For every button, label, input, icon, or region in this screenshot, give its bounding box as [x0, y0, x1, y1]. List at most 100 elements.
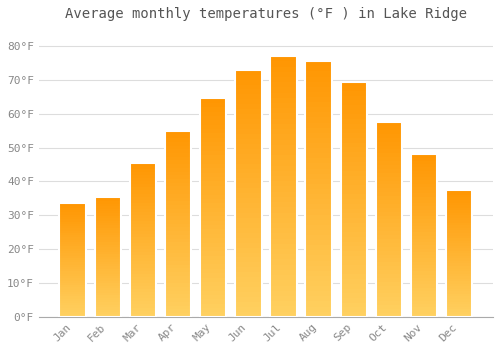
Bar — [411, 158, 438, 161]
Bar — [340, 157, 367, 161]
Bar — [165, 201, 191, 205]
Bar — [376, 122, 402, 317]
Bar — [130, 252, 156, 255]
Bar — [165, 272, 191, 276]
Bar — [200, 190, 226, 195]
Bar — [446, 223, 472, 225]
Bar — [200, 216, 226, 221]
Bar — [411, 245, 438, 248]
Bar — [446, 271, 472, 274]
Bar — [94, 197, 121, 199]
Bar — [376, 289, 402, 293]
Bar — [270, 280, 296, 286]
Bar — [376, 313, 402, 317]
Bar — [130, 163, 156, 317]
Bar — [165, 250, 191, 253]
Bar — [411, 174, 438, 177]
Bar — [270, 212, 296, 218]
Bar — [60, 310, 86, 312]
Bar — [376, 126, 402, 130]
Bar — [200, 225, 226, 230]
Bar — [60, 251, 86, 253]
Bar — [340, 293, 367, 298]
Bar — [60, 226, 86, 228]
Bar — [94, 252, 121, 254]
Bar — [411, 164, 438, 167]
Bar — [235, 94, 262, 99]
Bar — [270, 187, 296, 192]
Bar — [340, 274, 367, 279]
Bar — [340, 91, 367, 96]
Bar — [306, 128, 332, 133]
Bar — [270, 166, 296, 171]
Bar — [340, 166, 367, 171]
Bar — [235, 292, 262, 297]
Bar — [446, 307, 472, 309]
Bar — [340, 223, 367, 228]
Bar — [411, 265, 438, 268]
Bar — [446, 274, 472, 276]
Bar — [200, 107, 226, 112]
Bar — [94, 274, 121, 276]
Bar — [200, 98, 226, 317]
Bar — [235, 134, 262, 139]
Bar — [340, 138, 367, 143]
Bar — [446, 228, 472, 231]
Bar — [200, 278, 226, 282]
Bar — [376, 138, 402, 142]
Bar — [165, 246, 191, 250]
Bar — [200, 173, 226, 177]
Bar — [411, 261, 438, 265]
Bar — [411, 278, 438, 281]
Bar — [235, 247, 262, 253]
Bar — [94, 214, 121, 216]
Bar — [306, 163, 332, 169]
Bar — [376, 196, 402, 200]
Bar — [376, 278, 402, 282]
Bar — [340, 284, 367, 288]
Bar — [411, 229, 438, 232]
Bar — [130, 200, 156, 203]
Bar — [306, 71, 332, 77]
Bar — [200, 238, 226, 243]
Bar — [306, 148, 332, 153]
Bar — [60, 235, 86, 237]
Bar — [446, 225, 472, 228]
Bar — [94, 238, 121, 240]
Bar — [165, 157, 191, 160]
Bar — [60, 258, 86, 260]
Bar — [376, 270, 402, 274]
Bar — [94, 211, 121, 213]
Bar — [60, 294, 86, 296]
Bar — [60, 228, 86, 231]
Bar — [376, 142, 402, 146]
Bar — [306, 250, 332, 256]
Bar — [60, 312, 86, 315]
Bar — [94, 288, 121, 290]
Bar — [165, 187, 191, 190]
Bar — [60, 299, 86, 301]
Bar — [235, 144, 262, 149]
Bar — [340, 161, 367, 166]
Bar — [446, 203, 472, 205]
Bar — [270, 113, 296, 119]
Bar — [376, 146, 402, 149]
Bar — [130, 175, 156, 178]
Bar — [200, 243, 226, 247]
Bar — [411, 180, 438, 183]
Bar — [340, 209, 367, 213]
Bar — [270, 249, 296, 254]
Bar — [165, 280, 191, 283]
Bar — [165, 220, 191, 224]
Bar — [446, 292, 472, 294]
Bar — [94, 271, 121, 274]
Bar — [130, 163, 156, 166]
Bar — [446, 314, 472, 317]
Bar — [235, 198, 262, 203]
Bar — [60, 203, 86, 317]
Bar — [165, 302, 191, 306]
Bar — [94, 281, 121, 283]
Bar — [94, 307, 121, 310]
Bar — [376, 149, 402, 153]
Bar — [165, 228, 191, 231]
